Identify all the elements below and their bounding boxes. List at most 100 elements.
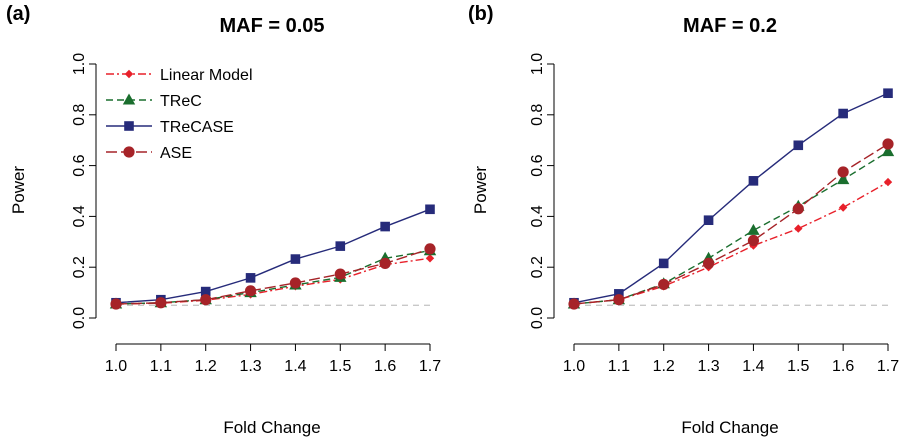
- x-tick-label: 1.4: [742, 358, 764, 375]
- y-tick-label: 0.0: [529, 307, 546, 329]
- data-point: [334, 268, 346, 280]
- legend: Linear Model TReC TReCASE ASE: [106, 67, 253, 162]
- x-tick-label: 1.2: [653, 358, 675, 375]
- data-point: [245, 273, 256, 283]
- legend-item: TReCASE: [106, 119, 234, 136]
- legend-marker: [123, 146, 135, 158]
- y-tick-label: 0.6: [529, 154, 546, 176]
- series-ase: [568, 138, 894, 310]
- data-point: [289, 277, 302, 289]
- panel-label: (b): [468, 3, 494, 25]
- series-linear-model: [569, 177, 893, 309]
- x-tick-label: 1.5: [787, 358, 809, 375]
- data-point: [568, 298, 580, 310]
- legend-item: TReC: [106, 93, 202, 110]
- y-tick-label: 0.4: [71, 205, 88, 227]
- x-tick-label: 1.6: [832, 358, 854, 375]
- data-point: [379, 257, 391, 269]
- y-tick-label: 1.0: [71, 53, 88, 75]
- data-point: [748, 176, 759, 186]
- panel-title: MAF = 0.05: [219, 15, 324, 37]
- x-tick-label: 1.7: [419, 358, 441, 375]
- data-point: [837, 166, 849, 178]
- data-point: [883, 177, 893, 187]
- x-tick-label: 1.0: [105, 358, 127, 375]
- data-point: [380, 221, 390, 232]
- series-line: [573, 151, 889, 305]
- y-tick-label: 0.4: [529, 205, 546, 227]
- plot-area: 0.0 0.2 0.4 0.6 0.8 1.0 1.0 1.1 1.2 1.3 1.4 1.5 1.6 1…: [529, 53, 899, 375]
- series-line: [573, 143, 889, 305]
- series-line: [115, 208, 431, 304]
- data-point: [792, 203, 804, 215]
- x-tick-label: 1.5: [329, 358, 351, 375]
- series-line: [115, 249, 431, 305]
- x-tick-label: 1.1: [150, 358, 172, 375]
- data-point: [703, 215, 714, 226]
- data-point: [200, 286, 211, 297]
- panel-a: (a) MAF = 0.05 Power Fold Change 0.00.20…: [6, 3, 441, 437]
- series-ase: [110, 243, 436, 310]
- x-tick-label: 1.0: [563, 358, 585, 375]
- y-tick-label: 0.6: [71, 154, 88, 176]
- data-point: [614, 289, 624, 299]
- legend-label: TReC: [160, 93, 202, 110]
- x-tick-label: 1.7: [877, 358, 899, 375]
- y-axis-label: Power: [471, 166, 490, 215]
- data-point: [424, 243, 436, 255]
- y-tick-label: 0.0: [71, 307, 88, 329]
- legend-label: Linear Model: [160, 67, 253, 84]
- legend-marker: [124, 69, 134, 79]
- data-point: [838, 203, 848, 212]
- data-point: [155, 297, 167, 309]
- series-trecase: [569, 88, 893, 308]
- data-point: [883, 88, 893, 99]
- y-tick-label: 1.0: [529, 53, 546, 75]
- y-tick-label: 0.8: [529, 104, 546, 126]
- data-point: [793, 140, 804, 151]
- data-point: [244, 285, 257, 297]
- legend-label: ASE: [160, 145, 192, 162]
- data-point: [836, 173, 850, 185]
- data-point: [881, 145, 895, 157]
- series-line: [115, 248, 431, 305]
- x-tick-label: 1.2: [195, 358, 217, 375]
- data-point: [658, 278, 670, 291]
- panel-title: MAF = 0.2: [683, 15, 777, 37]
- x-tick-label: 1.3: [697, 358, 719, 375]
- plot-area: 0.0 0.2 0.4 0.6 0.8 1.0 1.0 1.1 1.2 1.3 1.4 1.5 1.6 1…: [71, 53, 441, 375]
- x-tick-label: 1.4: [284, 358, 306, 375]
- data-point: [290, 254, 301, 264]
- x-tick-label: 1.6: [374, 358, 396, 375]
- data-point: [658, 258, 669, 269]
- x-tick-label: 1.1: [608, 358, 630, 375]
- data-point: [425, 204, 435, 215]
- x-axis-label: Fold Change: [223, 418, 320, 437]
- y-tick-label: 0.2: [529, 256, 546, 278]
- data-point: [702, 257, 715, 269]
- data-point: [200, 294, 212, 306]
- y-axis-label: Power: [9, 166, 28, 215]
- panel-b: (b) MAF = 0.2 Power Fold Change 0.00.20.…: [468, 3, 899, 437]
- legend-marker: [124, 121, 134, 131]
- data-point: [425, 254, 435, 263]
- legend-item: Linear Model: [106, 67, 253, 84]
- data-point: [613, 294, 625, 306]
- data-point: [110, 298, 122, 310]
- x-axis-label: Fold Change: [681, 418, 778, 437]
- data-point: [838, 108, 848, 119]
- y-tick-label: 0.8: [71, 104, 88, 126]
- legend-marker: [122, 93, 136, 105]
- data-point: [747, 223, 760, 235]
- panel-label: (a): [6, 3, 30, 25]
- legend-label: TReCASE: [160, 119, 234, 136]
- x-tick-label: 1.3: [239, 358, 261, 375]
- data-point: [794, 224, 803, 233]
- data-point: [747, 234, 760, 247]
- data-point: [335, 241, 346, 251]
- legend-item: ASE: [106, 145, 192, 162]
- y-tick-label: 0.2: [71, 256, 88, 278]
- series-line: [573, 92, 889, 304]
- data-point: [882, 138, 894, 150]
